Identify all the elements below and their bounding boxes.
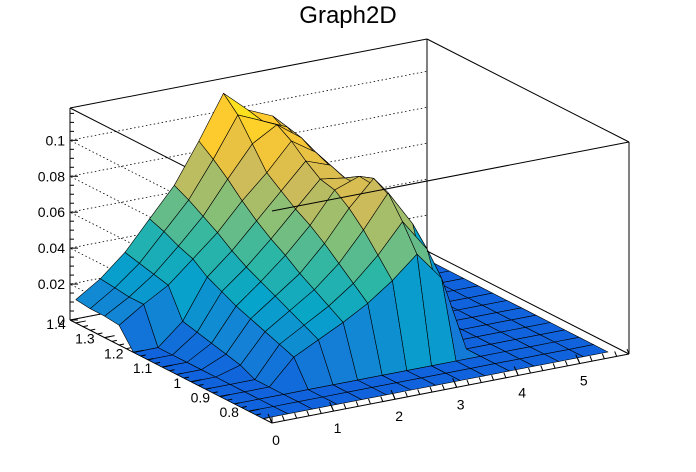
z-tick-label-0: 0 [57, 312, 65, 328]
z-tick-label-5: 0.1 [46, 132, 66, 148]
frame-edge-back-6 [69, 38, 428, 109]
front-frame [271, 38, 630, 424]
frame-edge-front-2 [271, 141, 630, 212]
y-tick-label-3: 1.1 [133, 360, 153, 376]
z-gridline-4 [68, 106, 428, 280]
x-tick-label-3: 3 [457, 396, 465, 412]
y-tick-label-2: 1 [173, 375, 181, 391]
y-tick-label-4: 1.2 [104, 345, 124, 361]
surface-cell-0-13 [568, 344, 609, 358]
y-tick-label-0: 0.8 [219, 404, 239, 420]
z-gridline-5 [68, 70, 428, 244]
y-tick-label-1: 0.9 [191, 390, 211, 406]
frame-edge-front-3 [426, 38, 630, 143]
frame-edge-front-0 [271, 353, 630, 424]
z-tick-label-3: 0.06 [38, 204, 65, 220]
axis-ticks: 00.020.040.060.080.10.80.911.11.21.31.40… [38, 108, 630, 448]
y-tick-label-5: 1.3 [75, 331, 95, 347]
frame-edge-front-1 [426, 250, 630, 355]
x-tick-label-5: 5 [580, 373, 588, 389]
x-tick-label-1: 1 [334, 420, 342, 436]
x-tick-label-4: 4 [518, 384, 526, 400]
z-tick-label-2: 0.04 [38, 240, 65, 256]
y-tick-label-6: 1.4 [46, 316, 66, 332]
z-tick-label-4: 0.08 [38, 168, 65, 184]
chart-title: Graph2D [299, 2, 397, 29]
x-tick-label-0: 0 [272, 432, 280, 448]
x-tick-label-2: 2 [395, 408, 403, 424]
z-tick-label-1: 0.02 [38, 276, 65, 292]
surface [75, 92, 609, 419]
